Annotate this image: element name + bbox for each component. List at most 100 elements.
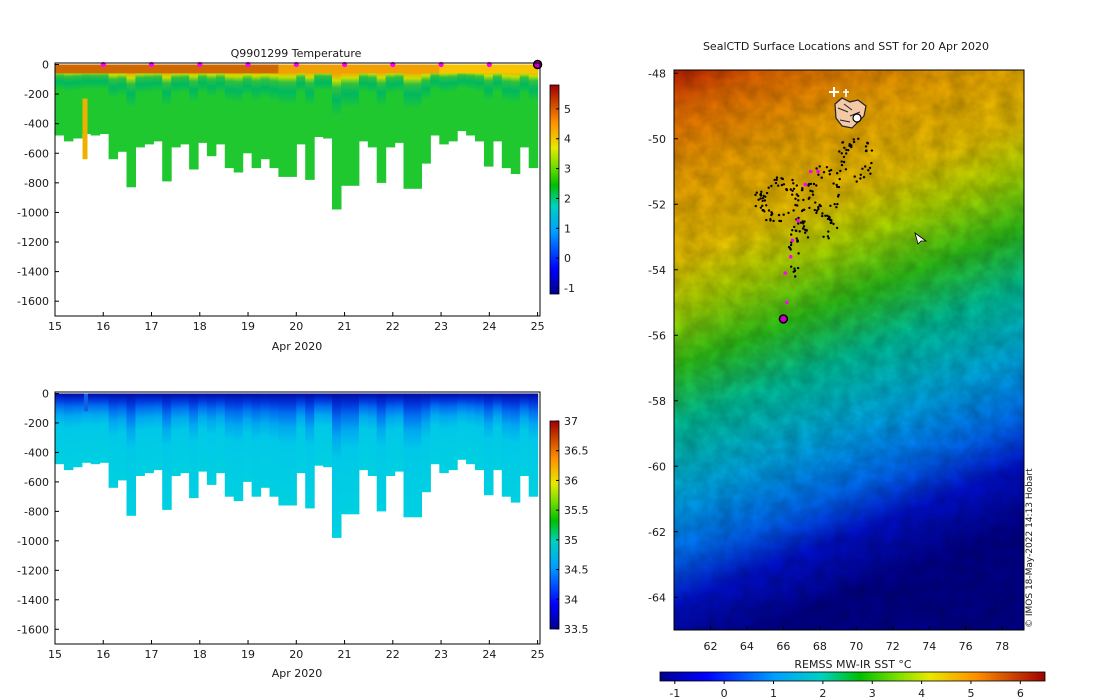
surface-layer-cell	[501, 64, 512, 74]
surface-layer-cell	[278, 64, 288, 74]
salinity-plot-area	[55, 393, 539, 538]
profile-column	[278, 64, 288, 177]
surface-layer-cell	[198, 64, 208, 74]
temperature-x-label: Apr 2020	[272, 340, 323, 353]
profile-column	[224, 64, 235, 169]
track-point	[822, 171, 826, 174]
track-point	[870, 161, 873, 165]
track-point	[793, 225, 796, 229]
profile-column	[492, 64, 503, 142]
track-point	[826, 235, 830, 238]
profile-column	[162, 64, 172, 182]
track-point	[835, 206, 838, 209]
surface-layer-cell	[162, 64, 172, 74]
profile-column	[55, 393, 65, 465]
sst-colorbar-tick-label: 0	[721, 687, 728, 700]
track-point	[841, 141, 845, 144]
map-y-tick-label: -54	[648, 264, 666, 277]
x-tick-label: 22	[386, 648, 400, 661]
track-point	[811, 193, 815, 196]
x-tick-label: 16	[96, 648, 110, 661]
track-point	[839, 169, 842, 173]
track-point	[754, 204, 757, 208]
track-point	[847, 149, 850, 152]
profile-column	[385, 393, 396, 476]
surface-location-point	[788, 254, 793, 259]
track-point	[795, 237, 798, 240]
track-point	[817, 207, 820, 211]
profile-column	[430, 393, 440, 465]
track-point	[774, 181, 778, 185]
surface-layer-cell	[439, 64, 449, 74]
profile-column	[153, 64, 163, 142]
profile-column	[206, 64, 217, 157]
profile-column	[242, 64, 253, 154]
colorbar-tick-label: -1	[564, 282, 575, 295]
surface-location-point	[790, 238, 795, 243]
profile-column	[162, 393, 172, 510]
track-point	[797, 199, 800, 202]
track-point	[825, 166, 829, 169]
track-point	[815, 209, 819, 212]
map-x-axis: 62 64 66 68 70 72 74 76 78	[703, 626, 1009, 653]
track-point	[802, 225, 806, 228]
map-y-tick-label: -64	[648, 591, 666, 604]
track-point	[790, 265, 793, 268]
track-point	[820, 176, 823, 179]
profile-column	[90, 393, 101, 465]
colorbar-tick-label: 5	[564, 103, 571, 116]
profile-column	[90, 64, 101, 136]
track-point	[797, 252, 800, 255]
surface-layer-cell	[81, 64, 92, 74]
surface-layer-cell	[144, 64, 154, 74]
profile-column	[171, 393, 181, 476]
x-tick-label: 22	[386, 320, 400, 333]
mouse-cursor-icon	[914, 232, 928, 245]
map-x-tick-label: 70	[849, 640, 863, 653]
colorbar-tick-label: 36	[564, 474, 578, 487]
profile-column	[501, 64, 512, 169]
track-point	[797, 222, 800, 225]
salinity-y-axis: 0 -200 -400 -600 -800 -1000 -1200 -1400 -1600	[17, 387, 59, 636]
track-point	[789, 188, 792, 191]
track-point	[822, 235, 825, 238]
profile-column	[108, 393, 119, 488]
salinity-x-label: Apr 2020	[272, 667, 323, 680]
surface-layer-cell	[403, 64, 413, 74]
profile-column	[349, 64, 360, 186]
temperature-x-axis: 15 16 17 18 19 20 21 22 23 24 25	[48, 312, 545, 333]
colorbar-tick-label: 3	[564, 163, 571, 176]
track-point	[815, 184, 818, 187]
profile-column	[484, 64, 494, 167]
x-tick-label: 24	[482, 320, 496, 333]
y-tick-label: 0	[42, 58, 49, 71]
track-point	[802, 208, 805, 212]
track-point	[764, 195, 767, 198]
track-point	[829, 168, 833, 172]
track-point	[767, 209, 771, 212]
track-point	[770, 184, 773, 188]
profile-column	[403, 64, 413, 189]
surface-layer-cell	[171, 64, 181, 74]
surface-layer-cell	[332, 64, 342, 74]
map-x-tick-label: 74	[922, 640, 936, 653]
track-point	[765, 218, 768, 222]
profile-column	[394, 393, 405, 472]
surface-layer-cell	[99, 64, 110, 74]
profile-column	[153, 393, 163, 471]
profile-column	[466, 64, 476, 136]
track-point	[796, 239, 799, 243]
surface-location-point	[816, 169, 820, 174]
profile-column	[367, 64, 378, 148]
track-point	[842, 155, 846, 159]
map-y-tick-label: -48	[648, 67, 666, 80]
x-tick-label: 21	[338, 320, 352, 333]
track-point	[832, 182, 835, 185]
sst-colorbar-tick-label: 1	[770, 687, 777, 700]
track-point	[843, 146, 846, 149]
warm-anomaly-column	[82, 98, 88, 160]
profile-column	[403, 393, 413, 518]
profile-column	[457, 393, 467, 460]
colorbar-tick-label: 4	[564, 133, 571, 146]
surface-layer-cell	[90, 64, 101, 74]
